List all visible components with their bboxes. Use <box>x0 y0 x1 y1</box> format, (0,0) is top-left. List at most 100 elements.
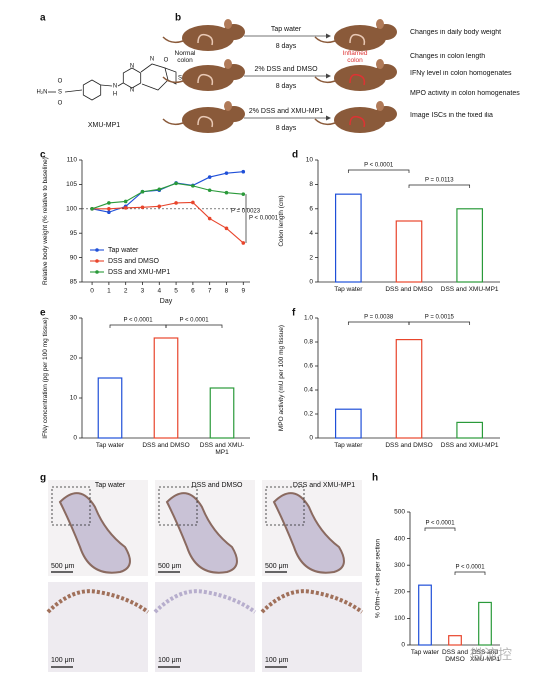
y-tick-label: 6 <box>309 206 313 213</box>
mouse-ear <box>376 101 384 111</box>
atom-label: O <box>164 58 169 64</box>
bar <box>209 387 235 439</box>
arrow-label: Tap water <box>271 26 302 33</box>
point <box>123 199 128 204</box>
legend-label: DSS and XMU-MP1 <box>108 269 170 276</box>
y-tick-label: 300 <box>394 562 405 569</box>
x-tick-label-box: DSS and DMSO <box>385 442 433 449</box>
y-tick-label: 0 <box>73 435 77 442</box>
image-title: DSS and XMU-MP1 <box>293 482 355 489</box>
arrow-label: 8 days <box>276 83 297 90</box>
inflamed-label-box: Inflamed colon <box>343 50 368 64</box>
panel-label: c <box>40 150 46 161</box>
x-tick-label: DSS and DMSO <box>385 442 433 449</box>
x-tick-label: 3 <box>141 288 145 295</box>
zoom-box <box>158 486 198 526</box>
annotation: P = 0.0023 <box>231 209 261 215</box>
point <box>224 171 229 175</box>
bar <box>395 220 423 283</box>
image-title: DSS and DMSO <box>192 482 244 489</box>
x-tick-label: DSS and XMU-MP1 <box>440 286 499 293</box>
mouse-tail <box>314 76 336 84</box>
x-tick-label-box: DSS and XMU-MP1 <box>200 442 244 456</box>
point <box>207 216 212 221</box>
annotation: P < 0.0001 <box>364 163 394 169</box>
y-axis-label: Colon length (cm) <box>278 195 285 247</box>
arrow-head <box>326 115 331 121</box>
mouse-body <box>182 25 234 51</box>
legend-label: DSS and DMSO <box>108 258 160 265</box>
y-axis-label-box: MPO activity (mU per 100 mg tissue) <box>278 325 285 431</box>
atom-label: N <box>113 84 117 90</box>
y-tick-label: 0 <box>401 642 405 649</box>
bracket <box>347 169 410 173</box>
point <box>123 206 128 210</box>
y-axis-label-box: Colon length (cm) <box>278 195 285 247</box>
y-axis-label-box: Relative body weight (% relative to base… <box>42 157 49 285</box>
point <box>207 188 212 193</box>
readout-box: Image ISCs in the fixed ilia <box>410 112 493 119</box>
annotation: P < 0.0001 <box>249 216 279 222</box>
bracket <box>454 571 486 575</box>
tissue-section <box>165 492 238 574</box>
x-tick-label: Tap water <box>334 442 363 449</box>
mouse-tail <box>314 118 336 126</box>
mouse-body <box>334 25 386 51</box>
readout: Changes in colon length <box>410 53 486 60</box>
mouse-ear <box>376 59 384 69</box>
scale-label: 100 μm <box>265 657 289 664</box>
mouse-body <box>182 107 234 133</box>
mouse-ear <box>224 59 232 69</box>
point <box>191 184 195 188</box>
legend-marker <box>95 248 99 252</box>
x-tick-label-box: DSS and XMU-MP1 <box>440 286 499 293</box>
y-tick-label: 8 <box>309 181 313 188</box>
mouse-body <box>182 65 234 91</box>
series-line <box>91 182 244 210</box>
y-tick-label: 0 <box>309 435 313 442</box>
zoom-box <box>51 486 91 526</box>
readout-box: Changes in colon length <box>410 53 486 60</box>
bar <box>395 339 423 439</box>
point <box>224 190 229 195</box>
x-tick-label: DSS and DMSO <box>385 286 433 293</box>
x-tick-label: DSS and DMSO <box>441 649 469 664</box>
y-axis-label: IFNγ concentration (pg per 100 mg tissue… <box>42 317 49 439</box>
legend-marker <box>95 259 99 263</box>
readout: Image ISCs in the fixed ilia <box>410 112 493 119</box>
x-tick-label: 0 <box>90 288 94 295</box>
y-tick-label: 20 <box>70 355 78 362</box>
x-tick-label: DSS and DMSO <box>142 442 190 449</box>
point <box>107 201 111 205</box>
panel-label: b <box>175 13 181 24</box>
atom-label: O <box>58 79 63 85</box>
tissue-section <box>58 492 131 574</box>
x-tick-label: DSS and XMU-MP1 <box>470 649 500 664</box>
y-tick-label: 200 <box>394 589 405 596</box>
x-tick-label: 1 <box>107 288 111 295</box>
panel-label: e <box>40 308 46 319</box>
y-tick-label: 0.6 <box>304 363 313 370</box>
y-axis-label: Relative body weight (% relative to base… <box>42 157 49 285</box>
y-tick-label: 0 <box>309 279 313 286</box>
bar <box>456 421 484 439</box>
y-tick-label: 85 <box>70 279 78 286</box>
readout: Changes in daily body weight <box>410 29 502 36</box>
atom-label: N <box>130 64 134 70</box>
point <box>207 175 212 179</box>
atom-label: H <box>113 92 117 98</box>
villi <box>46 589 150 614</box>
y-tick-label: 10 <box>70 395 78 402</box>
villi <box>153 589 257 614</box>
point <box>107 210 111 215</box>
legend-label: Tap water <box>108 247 139 254</box>
readout-box: MPO activity in colon homogenates <box>410 90 520 97</box>
x-tick-label: 5 <box>174 288 178 295</box>
readout-box: Changes in daily body weight <box>410 29 502 36</box>
scale-label: 100 μm <box>158 657 182 664</box>
point <box>157 204 162 209</box>
y-tick-label: 30 <box>70 315 78 322</box>
readout-box: IFNγ level in colon homogenates <box>410 70 512 77</box>
y-tick-label: 4 <box>309 230 313 237</box>
annotation: P = 0.0038 <box>364 315 394 321</box>
